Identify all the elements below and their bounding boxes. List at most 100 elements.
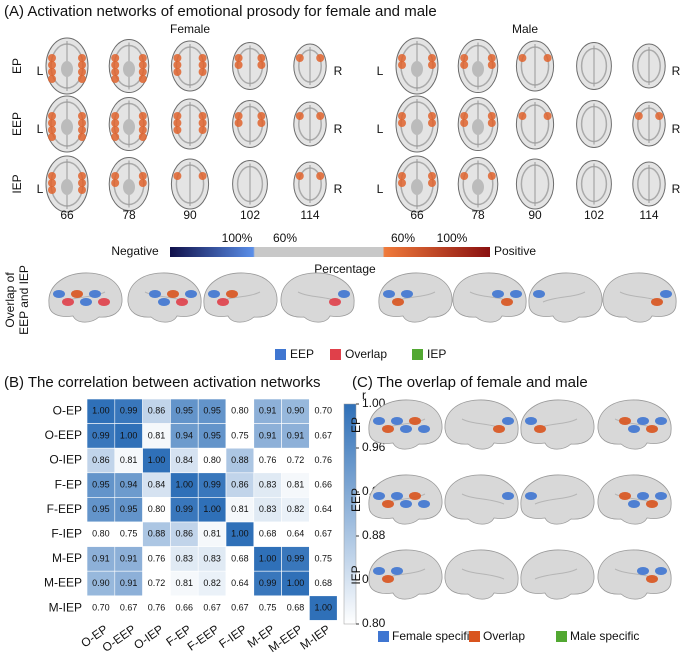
activation (660, 290, 672, 298)
slice-number: 66 (60, 208, 74, 222)
slice-core (61, 179, 73, 195)
activation (543, 54, 552, 62)
cell-label: 0.76 (315, 455, 333, 465)
cell-label: 0.84 (148, 479, 166, 489)
brain-slice (515, 40, 555, 92)
activation (295, 172, 304, 180)
activation (525, 417, 537, 425)
colorbar-label: r (362, 388, 366, 402)
activation (234, 112, 243, 120)
cell-label: 0.83 (259, 504, 277, 514)
activation (460, 54, 469, 62)
activation (78, 68, 86, 76)
activation (398, 172, 406, 180)
activation (78, 75, 86, 83)
activation (637, 417, 649, 425)
percentage-colorbar (170, 247, 490, 257)
brain-slice (515, 98, 555, 150)
cell-label: 0.95 (92, 479, 110, 489)
slice-core (411, 61, 423, 77)
heatmap-cell (170, 472, 199, 498)
right-label: R (334, 64, 343, 78)
brain-slice (457, 157, 499, 211)
row-label: O-EP (53, 403, 82, 417)
heatmap-cell (142, 570, 171, 597)
brain-slice (108, 39, 150, 93)
cell-label: 0.67 (315, 529, 333, 539)
slice-core (411, 179, 423, 195)
heatmap-cell (281, 546, 310, 572)
activation (78, 172, 86, 180)
activation (138, 133, 147, 141)
activation (111, 54, 120, 62)
activation (295, 54, 304, 62)
row-label: M-IEP (49, 600, 82, 614)
slice-number: 78 (471, 208, 485, 222)
heatmap-cell (114, 423, 143, 449)
cell-label: 0.75 (315, 553, 333, 563)
activation (646, 500, 658, 508)
left-label: L (377, 64, 384, 78)
surface-outline (368, 399, 443, 450)
activation (316, 54, 325, 62)
activation (398, 112, 406, 120)
activation (533, 290, 545, 298)
heatmap-cell (114, 595, 143, 621)
cell-label: 0.67 (203, 602, 221, 612)
heatmap-cell (253, 595, 282, 621)
brain-slice (457, 39, 499, 93)
heatmap-cell (197, 472, 227, 498)
brain-surface (444, 399, 519, 450)
activation (646, 575, 658, 583)
activation (71, 290, 83, 298)
brain-surface (378, 272, 453, 323)
brain-slice (45, 95, 89, 153)
heatmap-cell (253, 570, 282, 597)
colorbar-tick: 60% (391, 231, 415, 245)
activation (173, 68, 182, 76)
activation (198, 172, 207, 180)
cell-label: 0.95 (203, 430, 221, 440)
activation (637, 567, 649, 575)
activation (80, 298, 92, 306)
activation (655, 492, 667, 500)
heatmap-cell (309, 595, 338, 621)
cell-label: 0.94 (120, 479, 138, 489)
heatmap-cell (281, 595, 310, 621)
legend-swatch (412, 349, 423, 360)
row-label: O-EEP (45, 428, 82, 442)
brain-slice (576, 160, 612, 208)
row-label: F-EP (55, 477, 82, 491)
row-label: EP (349, 417, 363, 433)
heatmap-cell (86, 521, 116, 547)
activation (111, 133, 120, 141)
cell-label: 0.67 (120, 602, 138, 612)
cell-label: 0.80 (231, 406, 249, 416)
heatmap-cell (225, 472, 255, 498)
activation (428, 172, 436, 180)
heatmap-cell (253, 521, 282, 547)
activation (198, 119, 207, 127)
heatmap-cell (281, 570, 310, 597)
slice-number: 78 (122, 208, 136, 222)
activation (510, 290, 522, 298)
cell-label: 0.90 (92, 578, 110, 588)
legend-swatch (275, 349, 286, 360)
slice-core (61, 119, 73, 135)
slice-number: 114 (300, 208, 319, 222)
cell-label: 0.81 (231, 504, 249, 514)
row-label: F-IEP (51, 526, 82, 540)
activation (48, 172, 56, 180)
brain-slice (232, 42, 268, 90)
colorbar (343, 403, 357, 625)
activation (198, 68, 207, 76)
cell-label: 0.76 (259, 455, 277, 465)
activation (428, 54, 436, 62)
positive-label: Positive (494, 244, 536, 258)
cell-label: 0.99 (203, 479, 221, 489)
activation (257, 54, 266, 62)
activation (487, 61, 496, 69)
cell-label: 1.00 (231, 529, 249, 539)
cell-label: 0.84 (176, 455, 194, 465)
activation (637, 492, 649, 500)
